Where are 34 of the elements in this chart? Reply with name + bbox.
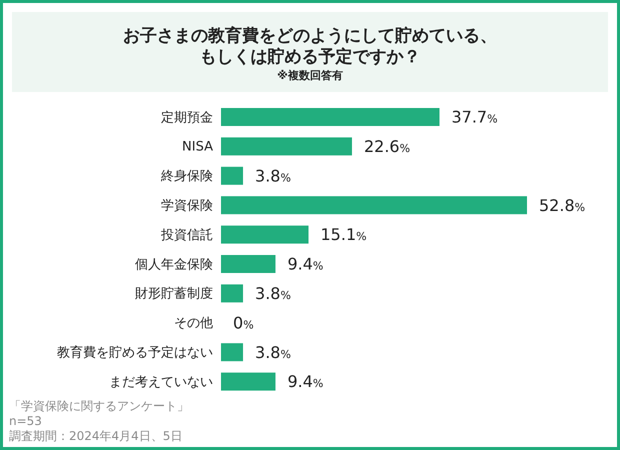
y-tick-label: 投資信託 [160, 228, 213, 243]
data-label: 3.8% [255, 284, 291, 303]
bar [221, 226, 309, 244]
text: 「学資保険に関するアンケート」 [9, 399, 189, 414]
text: n=53 [9, 414, 43, 429]
data-label: 3.8% [255, 166, 291, 186]
bar [221, 108, 440, 126]
bar [221, 196, 527, 214]
bar [221, 137, 352, 156]
data-label: 22.6% [364, 137, 410, 156]
y-tick-label: 終身保険 [160, 169, 213, 184]
y-tick-label: その他 [174, 316, 213, 332]
data-label: 52.8% [539, 196, 586, 215]
text: 調査期間：2024年4月4日、5日 [9, 429, 184, 444]
data-label: 9.4% [287, 372, 324, 392]
chart-subtitle: ※複数回答有 [276, 69, 344, 83]
bar [221, 255, 276, 273]
data-label: 15.1% [320, 225, 367, 244]
bar [221, 166, 244, 185]
y-tick-label: NISA [182, 140, 214, 155]
data-label: 0% [233, 313, 254, 332]
y-tick-label: 定期預金 [161, 110, 213, 126]
data-label: 3.8% [255, 342, 291, 362]
data-label: 37.7% [451, 108, 498, 127]
y-tick-label: 教育費を貯める予定はない [57, 344, 213, 361]
chart-title: お子さまの教育費をどのようにして貯めている、もしくは貯める予定ですか？ [122, 26, 498, 68]
y-tick-label: 学資保険 [161, 198, 213, 214]
bar [221, 343, 244, 362]
y-tick-label: 財形貯蓄制度 [135, 286, 213, 302]
bar [221, 284, 244, 302]
y-tick-label: まだ考えていない [109, 374, 213, 390]
data-label: 9.4% [287, 254, 324, 274]
y-tick-label: 個人年金保険 [135, 257, 213, 272]
bar [221, 372, 276, 391]
